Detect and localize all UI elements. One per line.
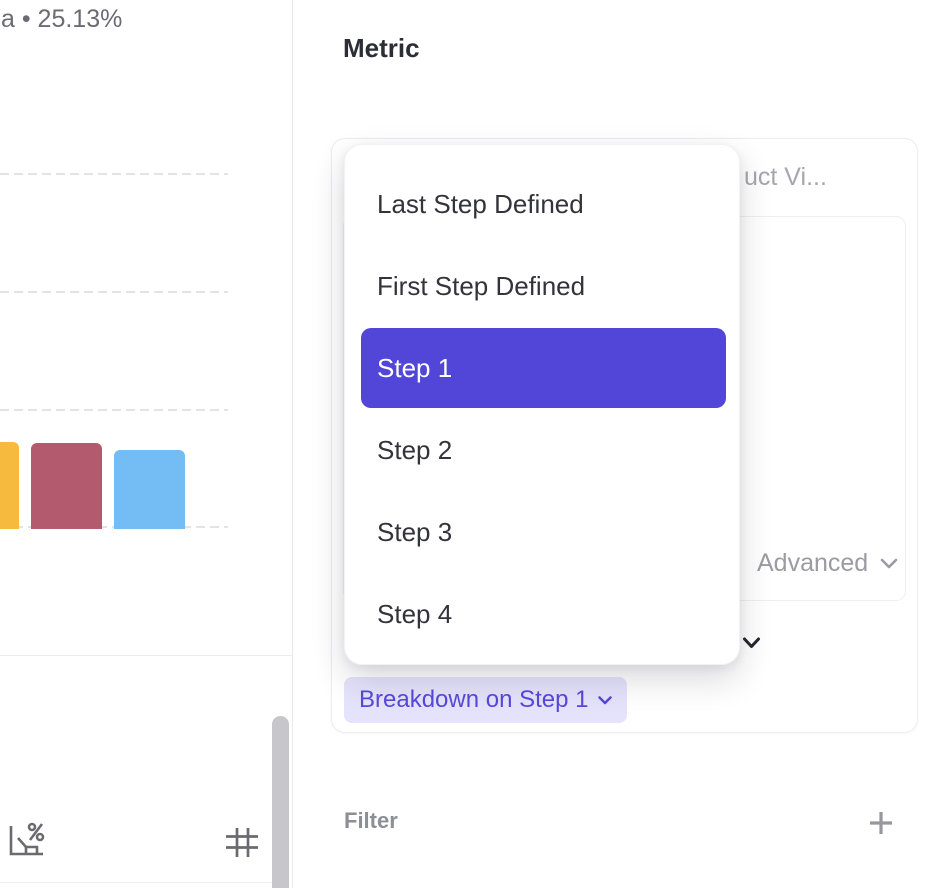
breakdown-on-step-button[interactable]: Breakdown on Step 1	[344, 677, 627, 723]
horizontal-divider	[0, 655, 293, 656]
gridline	[0, 291, 228, 293]
dropdown-option-last-step-defined[interactable]: Last Step Defined	[377, 188, 584, 219]
dropdown-option-step-3[interactable]: Step 3	[377, 516, 453, 547]
funnel-bar-segment-3[interactable]	[114, 450, 185, 529]
page-title: Metric	[343, 33, 420, 63]
step-selector-chevron-down-icon[interactable]	[742, 636, 761, 650]
chevron-down-icon	[597, 695, 612, 705]
add-filter-plus-icon[interactable]	[868, 810, 894, 836]
advanced-toggle[interactable]: Advanced	[757, 549, 898, 577]
event-name-truncated[interactable]: uct Vi...	[744, 163, 827, 191]
hash-number-icon[interactable]	[225, 827, 259, 858]
legend-value-fragment: a • 25.13%	[1, 5, 123, 33]
chevron-down-icon	[880, 558, 898, 569]
gridline	[0, 173, 228, 175]
chart-panel: a • 25.13%	[0, 0, 293, 888]
gridline	[0, 409, 228, 411]
dropdown-option-first-step-defined[interactable]: First Step Defined	[377, 270, 586, 301]
horizontal-divider	[0, 882, 272, 883]
filter-section-label: Filter	[344, 808, 398, 833]
advanced-label: Advanced	[757, 548, 869, 577]
breakdown-button-label: Breakdown on Step 1	[359, 686, 589, 713]
funnel-bar-segment-1[interactable]	[0, 442, 19, 529]
step-select-dropdown: Last Step Defined First Step Defined Ste…	[344, 144, 740, 665]
dropdown-option-step-4[interactable]: Step 4	[377, 598, 453, 629]
dropdown-option-step-1-selected[interactable]: Step 1	[361, 328, 726, 408]
vertical-scrollbar-thumb[interactable]	[272, 716, 289, 888]
funnel-bar-segment-2[interactable]	[31, 443, 102, 529]
percent-funnel-chart-icon[interactable]	[6, 820, 46, 860]
dropdown-option-step-2[interactable]: Step 2	[377, 434, 453, 465]
